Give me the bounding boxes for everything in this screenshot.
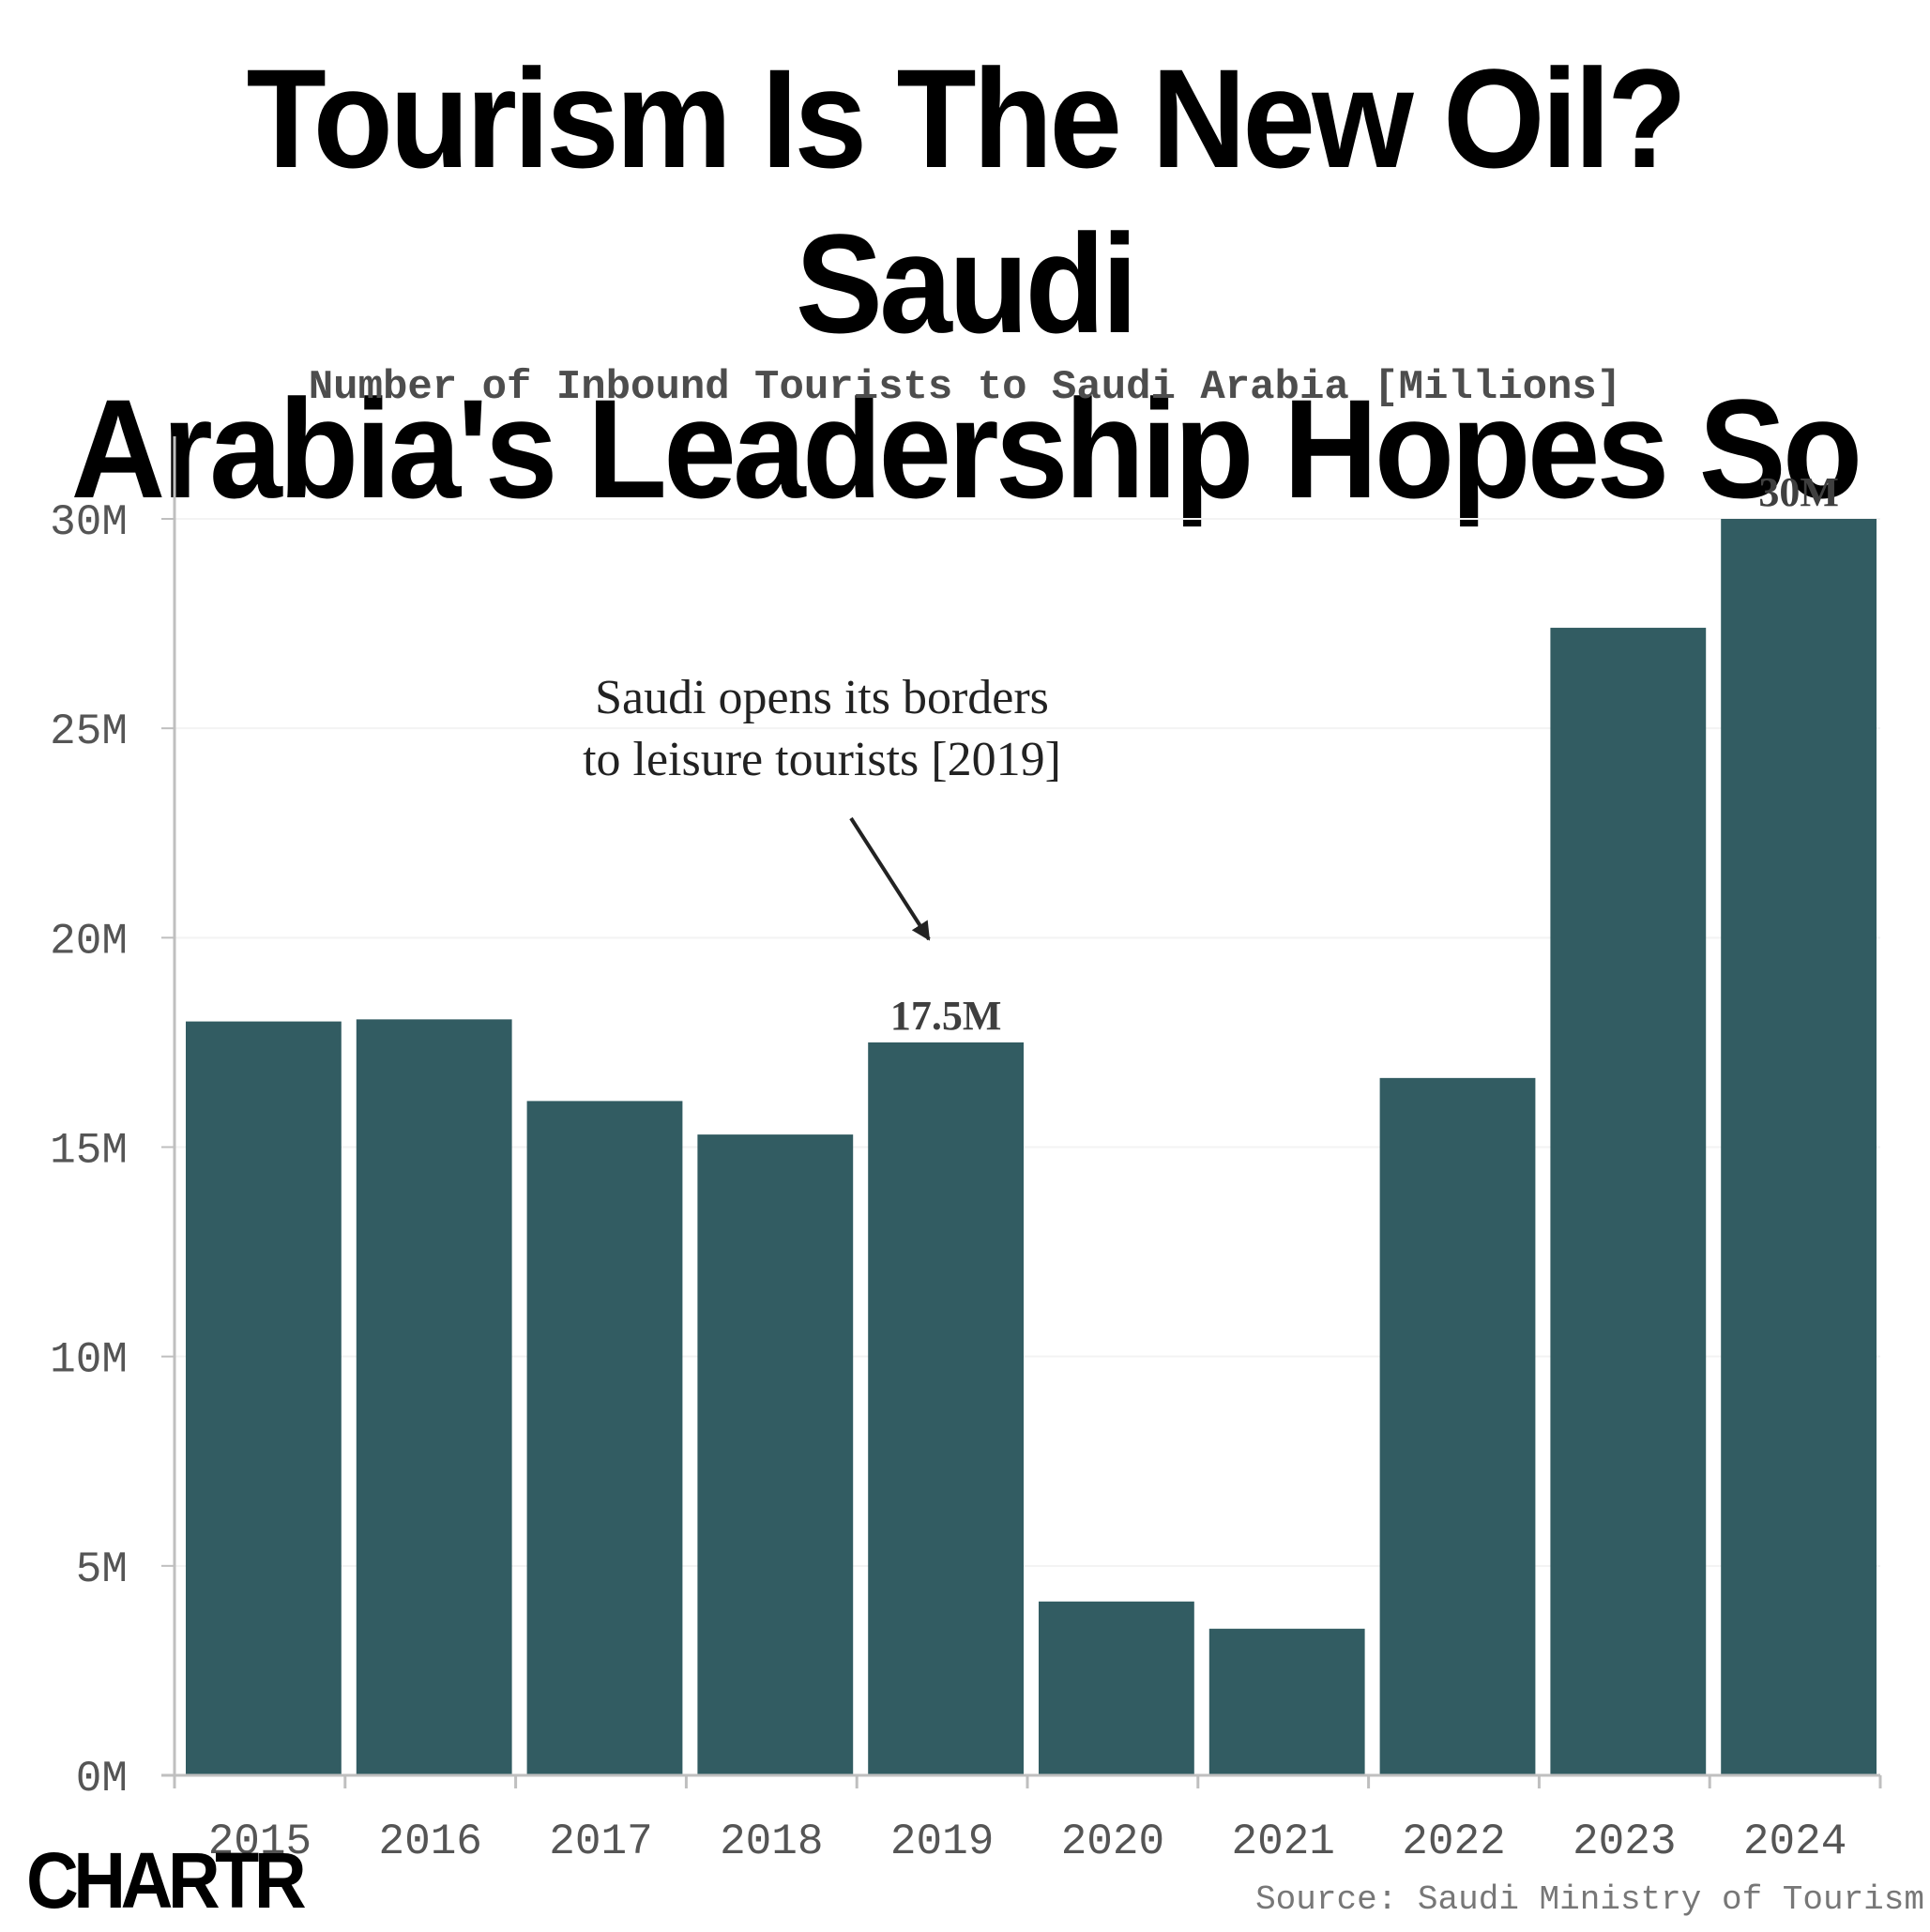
source-note: Source: Saudi Ministry of Tourism [1255,1880,1924,1919]
y-tick-label: 5M [76,1545,128,1594]
x-tick-label: 2017 [549,1818,652,1866]
y-tick-label: 0M [76,1755,128,1803]
chart-subtitle: Number of Inbound Tourists to Saudi Arab… [308,364,1622,411]
bar-2022 [1379,1077,1536,1775]
annotation-text-line: Saudi opens its borders [595,671,1049,724]
axes: 0M 5M 10M 15M 20M 25M 30M 2015 2016 2017 2018 2019 2… [50,436,1882,1866]
bar-2023 [1550,628,1707,1776]
data-labels: 17.5M 30M [890,469,1839,1039]
x-tick-label: 2018 [720,1818,823,1866]
annotation-text-line: to leisure tourists [2019] [583,733,1061,786]
bar-2017 [526,1101,683,1775]
y-tick-label: 20M [50,917,128,966]
chart-title-line-1: Tourism Is The New Oil? Saudi [246,39,1688,362]
chartr-logo: CHARTR [26,1836,307,1924]
chart-title: Tourism Is The New Oil? Saudi Arabia's L… [68,36,1863,531]
bar-2019 [868,1042,1024,1775]
annotation: Saudi opens its borders to leisure touris… [583,671,1061,941]
annotation-arrow [849,816,931,941]
x-tick-label: 2015 [208,1818,312,1866]
bars [186,519,1877,1776]
bar-2016 [356,1019,512,1775]
chart-title-line-2: Arabia's Leadership Hopes So [70,370,1863,527]
x-tick-label: 2024 [1743,1818,1846,1866]
data-label-2024: 30M [1758,469,1839,515]
data-label-2019: 17.5M [890,993,1002,1039]
x-tick-label: 2021 [1231,1818,1334,1866]
x-tick-label: 2020 [1061,1818,1164,1866]
y-tick-label: 15M [50,1127,128,1176]
y-tick-label: 30M [50,498,128,547]
y-tick-label: 25M [50,707,128,756]
bar-2021 [1208,1628,1365,1775]
x-tick-label: 2019 [890,1818,994,1866]
x-tick-label: 2022 [1402,1818,1505,1866]
bar-2015 [186,1021,342,1775]
x-tick-label: 2016 [378,1818,481,1866]
bar-2024 [1721,519,1877,1775]
y-tick-label: 10M [50,1336,128,1385]
bar-2020 [1039,1601,1194,1775]
x-tick-label: 2023 [1573,1818,1676,1866]
bar-2018 [697,1134,854,1775]
